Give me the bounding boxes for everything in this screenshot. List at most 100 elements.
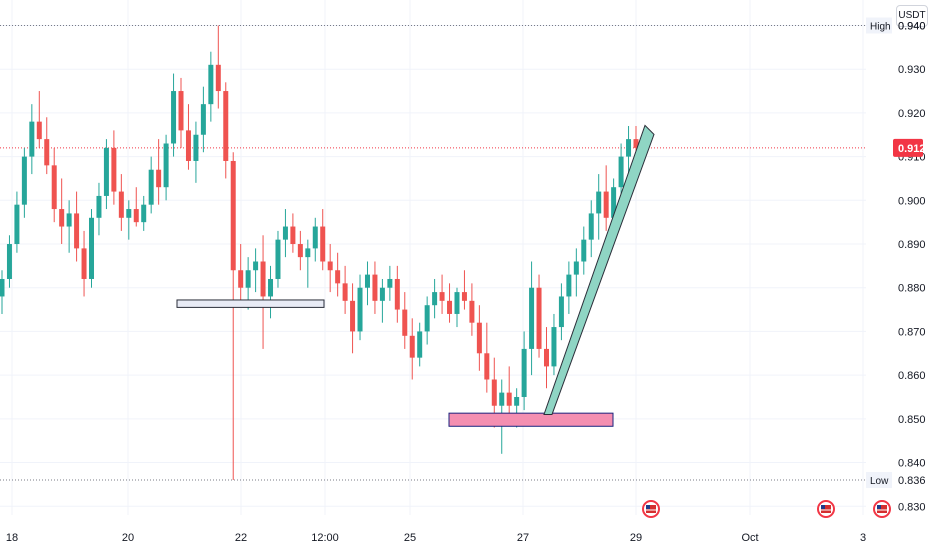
candle-body [185, 130, 191, 161]
candle-body [379, 287, 385, 301]
x-tick-label: 22 [235, 532, 247, 544]
candle-body [178, 91, 184, 131]
candle-body [126, 209, 132, 218]
candle-body [551, 327, 557, 367]
x-tick-label: 25 [404, 532, 416, 544]
candle-body [506, 392, 512, 406]
support-zone-rectangle[interactable] [176, 299, 325, 308]
x-tick-label: 20 [122, 532, 134, 544]
last-price-value: 0.912 [898, 143, 926, 155]
currency-selector[interactable]: USDT [896, 5, 928, 27]
time-axis[interactable]: 18 20 22 12:00 25 27 29 Oct 3 [6, 532, 866, 544]
y-tick-label: 0.870 [898, 326, 926, 338]
candle-body [491, 379, 497, 406]
candle-body [402, 309, 408, 336]
x-tick-label: 12:00 [311, 532, 339, 544]
high-label: High [870, 21, 891, 32]
flag-canton [877, 505, 881, 509]
candle-body [439, 292, 445, 301]
flag-stripes [646, 505, 656, 513]
last-price-box [893, 138, 923, 157]
candle-body [447, 300, 453, 314]
candle-body [611, 187, 617, 218]
candle-body [454, 292, 460, 314]
candle-body [566, 274, 572, 297]
candle-body [260, 261, 266, 297]
candle-body [171, 91, 177, 144]
candle-body [581, 239, 587, 262]
candle-body [417, 331, 423, 358]
candle-body [327, 261, 333, 271]
candle-body [394, 278, 400, 310]
flag-canton [821, 505, 825, 509]
y-tick-label: 0.840 [898, 458, 926, 470]
candle-body [320, 226, 326, 262]
low-label: Low [870, 476, 889, 487]
x-tick-label: 18 [6, 532, 18, 544]
candle-body [163, 143, 169, 188]
economic-events[interactable] [642, 500, 891, 518]
price-axis[interactable]: 0.830 0.840 0.850 0.860 0.870 0.880 0.890 0.900… [866, 17, 926, 513]
trend-channel[interactable] [543, 124, 655, 415]
flag-stripes [821, 505, 831, 513]
candle-body [6, 244, 12, 279]
candle-body [484, 353, 490, 380]
candle-body [156, 169, 162, 188]
candle-body [626, 139, 632, 157]
candle-body [350, 300, 356, 332]
candle-body [193, 134, 199, 161]
high-low-lines [0, 24, 866, 481]
candle-body [633, 139, 639, 148]
candle-body [297, 244, 303, 258]
candle-body [476, 322, 482, 354]
x-tick-label: Oct [741, 532, 758, 544]
candle-body [103, 147, 109, 196]
candle-body [118, 191, 124, 218]
y-tick-label: 0.850 [898, 414, 926, 426]
candle-body [223, 91, 229, 161]
candle-body [290, 226, 296, 245]
flag-stripes [877, 505, 887, 513]
candle-body [215, 64, 221, 92]
candle-body [208, 64, 214, 105]
candle-body [74, 213, 80, 249]
candle-body [558, 296, 564, 328]
x-tick-label: 3 [860, 532, 866, 544]
candle-body [245, 270, 251, 288]
candle-body [21, 156, 27, 205]
candle-body [364, 274, 370, 288]
candle-body [14, 204, 20, 245]
demand-zone-rectangle[interactable] [448, 412, 614, 427]
candle-body [148, 169, 154, 205]
candle-body [529, 287, 535, 349]
candle-body [521, 348, 527, 397]
candle-body [603, 191, 609, 218]
candle-body [230, 160, 236, 271]
candle-body [461, 292, 467, 301]
candle-body [409, 335, 415, 358]
y-tick-label: 0.890 [898, 239, 926, 251]
candle-body [499, 392, 505, 406]
candle-body [253, 261, 259, 271]
candle-body [275, 239, 281, 279]
high-value: 0.940 [898, 20, 926, 32]
candle-body [305, 248, 311, 258]
candle-body [372, 274, 378, 301]
candle-body [96, 195, 102, 218]
candle-body [268, 278, 274, 297]
candle-body [200, 104, 206, 135]
candle-body [342, 283, 348, 301]
drawing-tools[interactable] [176, 124, 655, 427]
candle-body [282, 226, 288, 240]
low-value: 0.836 [898, 475, 926, 487]
candle-body [536, 287, 542, 349]
candle-body [312, 226, 318, 249]
y-tick-label: 0.940 [898, 20, 926, 32]
candle-body [89, 217, 95, 279]
x-tick-label: 27 [517, 532, 529, 544]
y-tick-label: 0.830 [898, 501, 926, 513]
candle-body [432, 292, 438, 306]
low-label-box [866, 472, 892, 489]
candle-body [618, 156, 624, 188]
